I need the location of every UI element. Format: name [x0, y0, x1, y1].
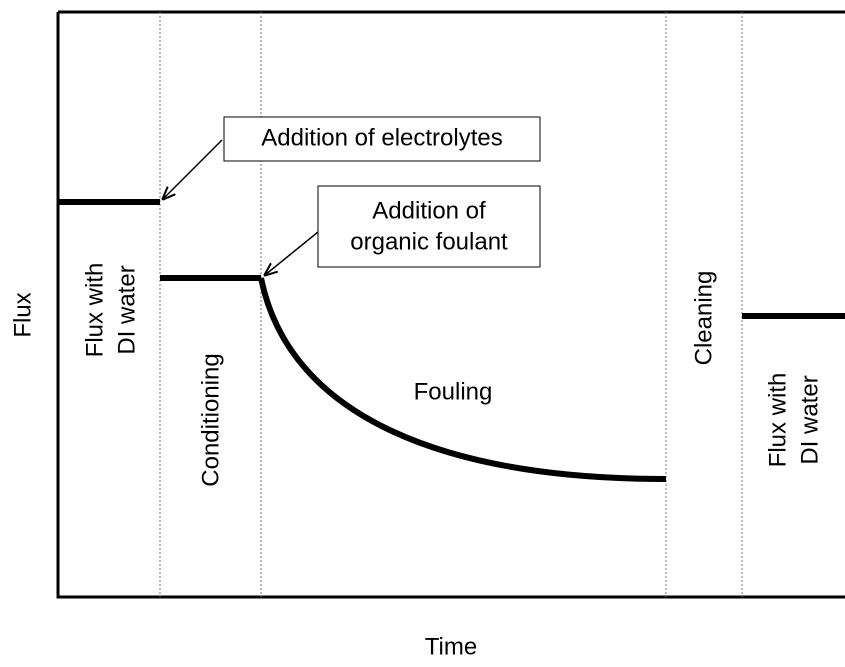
phase-label: Conditioning — [197, 353, 224, 486]
callout-text: organic foulant — [350, 228, 508, 255]
y-axis-label: Flux — [9, 292, 36, 337]
x-axis-label: Time — [425, 633, 477, 660]
callout-arrow — [163, 139, 223, 199]
phase-label: Fouling — [414, 378, 493, 405]
phase-label: DI water — [796, 375, 823, 464]
phase-label: Flux with — [764, 373, 791, 468]
phase-dividers — [159, 12, 743, 597]
phase-label: Flux with — [81, 263, 108, 358]
phase-label: DI water — [113, 265, 140, 354]
phase-label: Cleaning — [690, 271, 717, 366]
callout-box — [317, 185, 541, 268]
flux-curve — [58, 199, 845, 482]
callout-text: Addition of — [372, 197, 486, 224]
callout-arrow — [265, 231, 319, 275]
callout-box — [223, 116, 541, 162]
callout-text: Addition of electrolytes — [261, 124, 502, 151]
axes-frame — [56, 10, 845, 599]
